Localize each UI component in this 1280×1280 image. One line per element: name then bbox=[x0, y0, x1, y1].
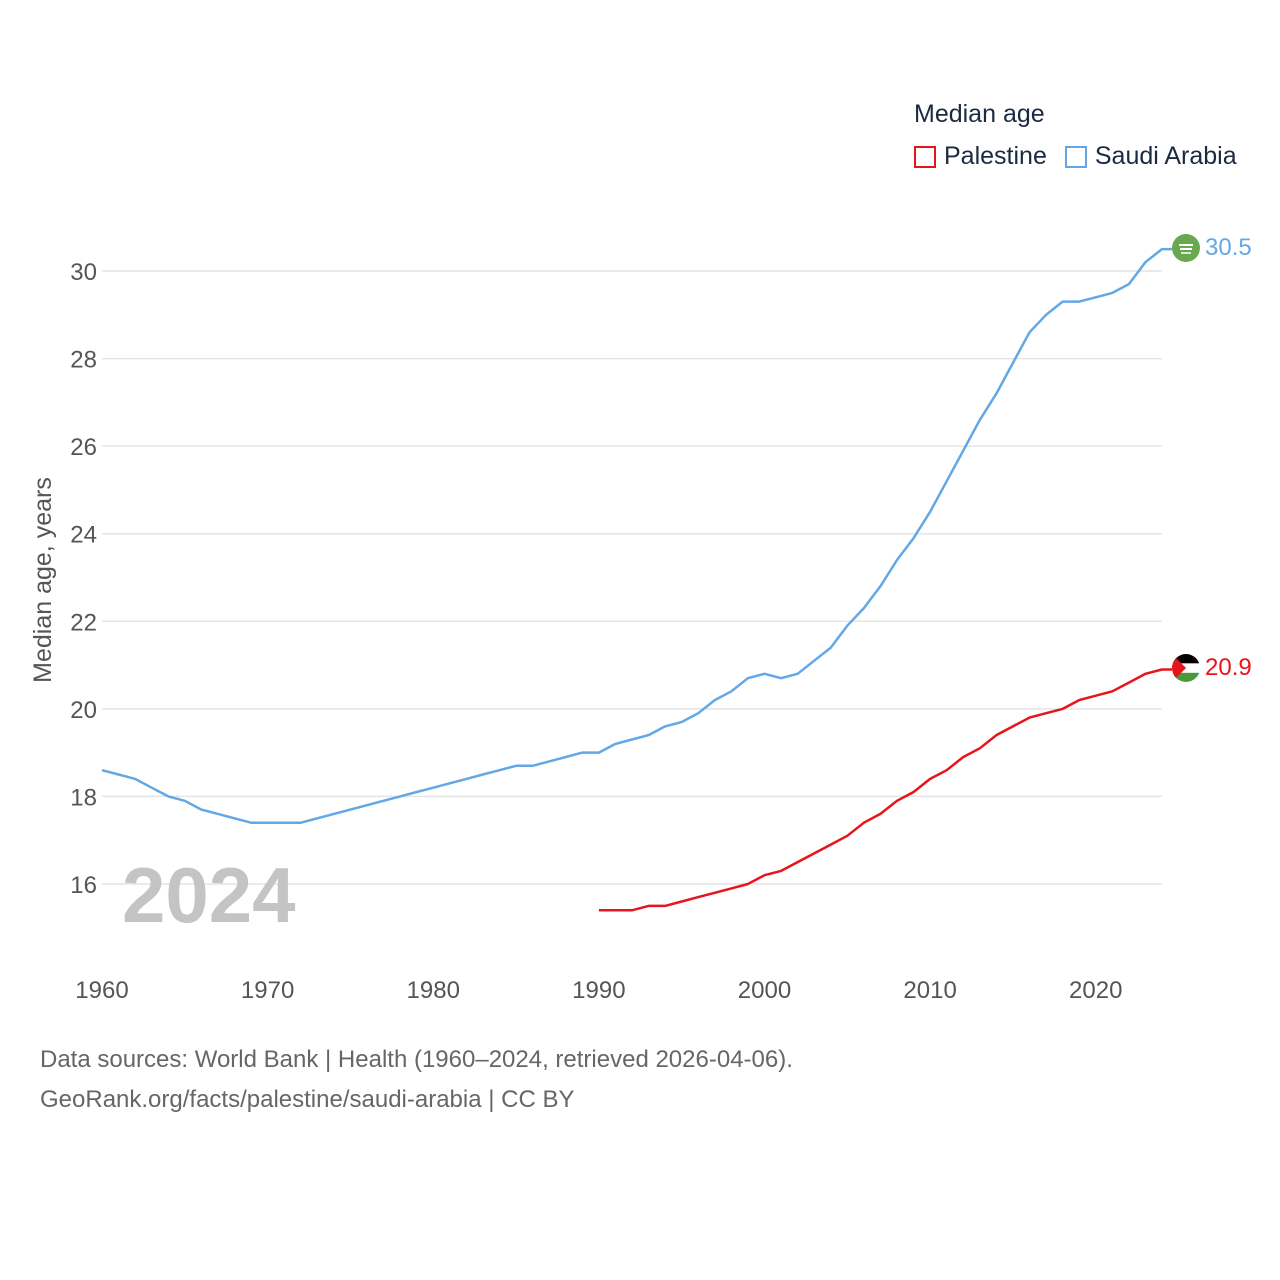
y-tick-label: 24 bbox=[70, 522, 97, 549]
y-tick-label: 18 bbox=[70, 784, 97, 811]
y-tick-label: 22 bbox=[70, 609, 97, 636]
legend-label-saudi-arabia: Saudi Arabia bbox=[1094, 142, 1237, 170]
x-tick-label: 2010 bbox=[903, 977, 956, 1004]
y-tick-label: 16 bbox=[70, 872, 97, 899]
y-tick-label: 28 bbox=[70, 347, 97, 374]
legend: Palestine Saudi Arabia bbox=[914, 142, 1255, 171]
x-tick-label: 1990 bbox=[572, 977, 625, 1004]
y-tick-label: 20 bbox=[70, 697, 97, 724]
x-tick-label: 2020 bbox=[1069, 977, 1122, 1004]
y-axis-label: Median age, years bbox=[29, 477, 57, 683]
series-line-saudi-arabia bbox=[101, 247, 1172, 824]
legend-title: Median age bbox=[914, 100, 1045, 128]
legend-item-saudi-arabia[interactable]: Saudi Arabia bbox=[1064, 142, 1237, 171]
year-watermark: 2024 bbox=[122, 851, 296, 939]
x-tick-label: 1970 bbox=[241, 977, 294, 1004]
saudi-arabia-end-label: 30.5 bbox=[1205, 234, 1252, 261]
x-axis-ticks: 1960 1970 1980 1990 2000 2010 2020 bbox=[75, 977, 1122, 1004]
legend-swatch-saudi-arabia bbox=[1064, 145, 1087, 168]
footer-url: GeoRank.org/facts/palestine/saudi-arabia… bbox=[40, 1086, 575, 1113]
x-tick-label: 2000 bbox=[738, 977, 791, 1004]
y-axis-ticks: 16 18 20 22 24 26 28 30 bbox=[70, 259, 97, 899]
legend-swatch-palestine bbox=[914, 145, 936, 168]
series-lines bbox=[101, 247, 1172, 912]
palestine-end-label: 20.9 bbox=[1205, 654, 1252, 681]
y-tick-label: 30 bbox=[70, 259, 97, 286]
legend-label-palestine: Palestine bbox=[944, 142, 1047, 170]
gridlines bbox=[102, 270, 1162, 885]
y-tick-label: 26 bbox=[70, 434, 97, 461]
series-line-palestine bbox=[598, 668, 1172, 912]
x-tick-label: 1980 bbox=[407, 977, 460, 1004]
saudi-arabia-flag-icon bbox=[1172, 234, 1200, 262]
footer-source: Data sources: World Bank | Health (1960–… bbox=[40, 1046, 793, 1073]
palestine-flag-icon bbox=[1172, 654, 1200, 682]
x-tick-label: 1960 bbox=[75, 977, 128, 1004]
legend-item-palestine[interactable]: Palestine bbox=[914, 142, 1047, 171]
